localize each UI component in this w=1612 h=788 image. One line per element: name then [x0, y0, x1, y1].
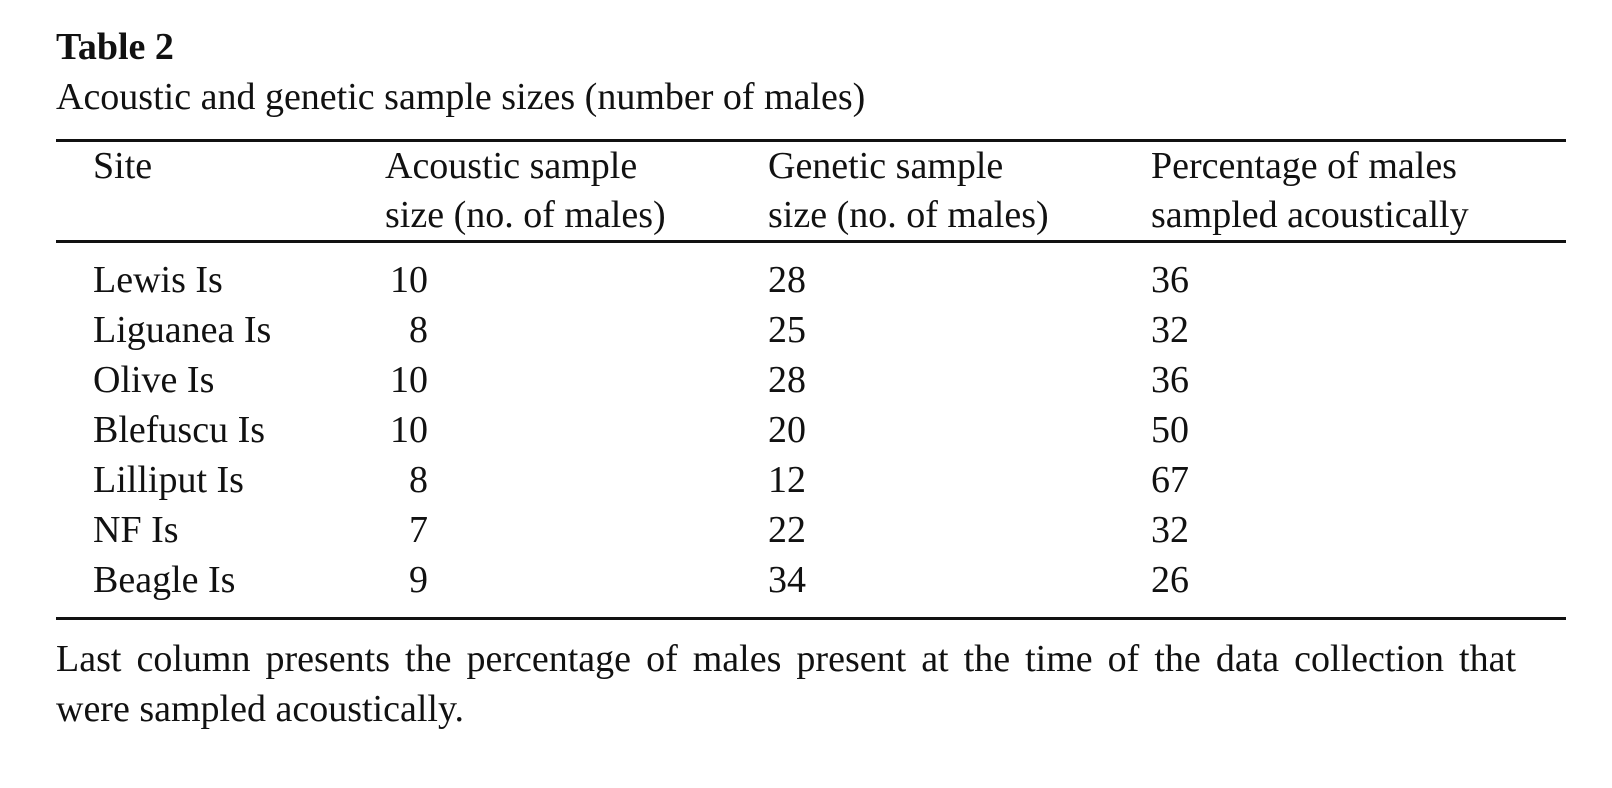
cell-genetic: 25 — [768, 309, 806, 351]
cell-genetic: 34 — [768, 559, 806, 601]
cell-acoustic-value: 10 — [390, 359, 428, 401]
table-footnote: Last column presents the percentage of m… — [56, 638, 1516, 730]
header-site: Site — [56, 142, 385, 240]
cell-site: NF Is — [93, 509, 179, 551]
cell-percent: 32 — [1151, 309, 1189, 351]
table-row: Liguanea Is 8 25 32 — [56, 305, 1566, 355]
cell-acoustic-value: 8 — [409, 459, 428, 501]
cell-acoustic-value: 10 — [390, 409, 428, 451]
table-header: Site Acoustic sample size (no. of males)… — [56, 142, 1566, 240]
cell-genetic: 12 — [768, 459, 806, 501]
cell-acoustic-value: 9 — [409, 559, 428, 601]
cell-acoustic-value: 8 — [409, 309, 428, 351]
header-row: Site Acoustic sample size (no. of males)… — [56, 142, 1566, 240]
cell-percent: 67 — [1151, 459, 1189, 501]
header-percentage-line2: sampled acoustically — [1151, 194, 1469, 236]
cell-acoustic: 10 — [385, 243, 768, 305]
cell-acoustic: 8 — [385, 455, 768, 505]
cell-site: Olive Is — [93, 359, 215, 401]
cell-genetic: 22 — [768, 509, 806, 551]
cell-site: Lewis Is — [93, 259, 223, 301]
header-percentage: Percentage of males sampled acoustically — [1151, 142, 1566, 240]
table-row: Beagle Is 9 34 26 — [56, 555, 1566, 617]
cell-site: Liguanea Is — [93, 309, 272, 351]
cell-percent: 36 — [1151, 359, 1189, 401]
cell-site: Lilliput Is — [93, 459, 244, 501]
cell-site: Blefuscu Is — [93, 409, 266, 451]
header-genetic: Genetic sample size (no. of males) — [768, 142, 1151, 240]
cell-acoustic: 10 — [385, 405, 768, 455]
table-body: Lewis Is 10 28 36 Liguanea Is 8 25 32 Ol… — [56, 243, 1566, 617]
table-label: Table 2 — [56, 26, 174, 68]
table-row: Lewis Is 10 28 36 — [56, 243, 1566, 305]
cell-acoustic: 10 — [385, 355, 768, 405]
header-acoustic: Acoustic sample size (no. of males) — [385, 142, 768, 240]
table-row: NF Is 7 22 32 — [56, 505, 1566, 555]
table-row: Lilliput Is 8 12 67 — [56, 455, 1566, 505]
cell-acoustic: 8 — [385, 305, 768, 355]
header-percentage-line1: Percentage of males — [1151, 145, 1457, 187]
header-acoustic-line2: size (no. of males) — [385, 194, 666, 236]
cell-acoustic: 9 — [385, 555, 768, 617]
cell-percent: 50 — [1151, 409, 1189, 451]
data-table: Site Acoustic sample size (no. of males)… — [56, 142, 1566, 240]
table-caption: Acoustic and genetic sample sizes (numbe… — [56, 76, 866, 118]
cell-genetic: 28 — [768, 259, 806, 301]
table-row: Blefuscu Is 10 20 50 — [56, 405, 1566, 455]
cell-percent: 32 — [1151, 509, 1189, 551]
header-genetic-line1: Genetic sample — [768, 145, 1004, 187]
header-site-line1: Site — [93, 145, 153, 187]
header-acoustic-line1: Acoustic sample — [385, 145, 638, 187]
cell-percent: 26 — [1151, 559, 1189, 601]
table-top-rule — [56, 139, 1566, 142]
cell-percent: 36 — [1151, 259, 1189, 301]
header-genetic-line2: size (no. of males) — [768, 194, 1049, 236]
cell-acoustic-value: 10 — [390, 259, 428, 301]
cell-acoustic: 7 — [385, 505, 768, 555]
cell-site: Beagle Is — [93, 559, 236, 601]
table-mid-rule — [56, 240, 1566, 243]
table-container: Table 2 Acoustic and genetic sample size… — [56, 22, 1566, 734]
table-row: Olive Is 10 28 36 — [56, 355, 1566, 405]
cell-genetic: 20 — [768, 409, 806, 451]
cell-genetic: 28 — [768, 359, 806, 401]
cell-acoustic-value: 7 — [409, 509, 428, 551]
data-table-body: Lewis Is 10 28 36 Liguanea Is 8 25 32 Ol… — [56, 243, 1566, 617]
table-bottom-rule — [56, 617, 1566, 620]
